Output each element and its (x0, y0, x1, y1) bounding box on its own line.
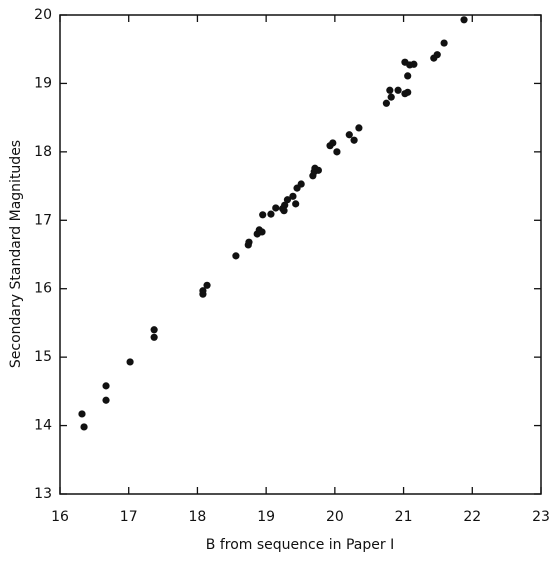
point (292, 200, 300, 208)
x-tick-label: 17 (120, 509, 138, 525)
point (281, 201, 289, 209)
x-tick-label: 23 (532, 509, 550, 525)
point (258, 228, 266, 236)
point (126, 358, 134, 366)
point (386, 86, 394, 94)
x-tick-label: 20 (326, 509, 344, 525)
x-tick-label: 22 (463, 509, 481, 525)
point (329, 139, 337, 147)
point (460, 16, 468, 24)
point (387, 93, 395, 101)
point (297, 180, 305, 188)
y-tick-label: 16 (34, 281, 52, 297)
plot-frame (59, 14, 542, 495)
point (280, 207, 288, 215)
point (283, 196, 292, 204)
x-tick-label: 18 (189, 509, 207, 525)
point (199, 290, 207, 298)
point (259, 211, 267, 219)
point (355, 124, 363, 132)
y-tick-label: 13 (34, 486, 52, 502)
point (440, 39, 448, 47)
point (410, 60, 418, 68)
point (345, 131, 353, 139)
x-axis-label: B from sequence in Paper I (206, 537, 394, 553)
x-tick-label: 16 (51, 509, 69, 525)
point (245, 238, 253, 246)
x-tick-label: 21 (395, 509, 413, 525)
y-tick-label: 19 (34, 75, 52, 91)
point (150, 326, 158, 334)
point (232, 252, 240, 260)
x-tick-label: 19 (257, 509, 275, 525)
point (102, 396, 110, 404)
y-axis-label: Secondary Standard Magnitudes (8, 140, 24, 368)
point (78, 410, 86, 418)
y-tick-label: 14 (34, 418, 52, 434)
y-tick-label: 15 (34, 349, 52, 365)
point (404, 72, 412, 80)
point (203, 281, 211, 289)
point (80, 423, 88, 431)
point (382, 99, 390, 107)
point (150, 333, 158, 341)
point (102, 382, 110, 390)
y-tick-label: 17 (34, 212, 52, 228)
point (350, 136, 358, 144)
point (394, 86, 402, 94)
point (289, 192, 297, 200)
point (404, 88, 412, 96)
point (272, 204, 280, 212)
point (333, 148, 341, 156)
y-tick-label: 18 (34, 144, 52, 160)
point (267, 210, 275, 218)
y-tick-label: 20 (34, 7, 52, 23)
point (311, 164, 319, 172)
point (433, 51, 441, 59)
